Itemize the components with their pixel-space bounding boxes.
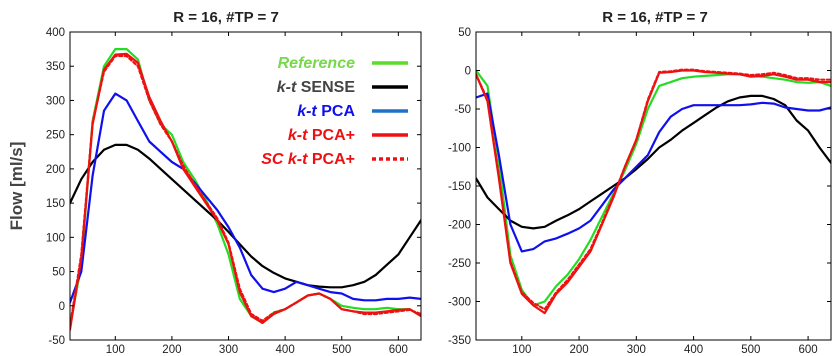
series-line-k-t-sense <box>476 94 831 230</box>
y-tick-label: -300 <box>448 297 471 309</box>
legend: Reference k-t SENSE k-t PCA k-t PCA+ SC k-t … <box>261 55 408 168</box>
x-tick-label: 600 <box>799 344 818 356</box>
x-tick-label: 300 <box>627 344 646 356</box>
series-line-sc-k-t-pca- <box>70 54 421 328</box>
y-tick-label: 0 <box>59 301 65 313</box>
y-tick-label: -200 <box>448 220 471 232</box>
series-line-k-t-sense <box>70 143 421 289</box>
series-line-k-t-pca <box>476 92 831 253</box>
legend-label: Reference <box>278 55 355 72</box>
y-tick-label: 50 <box>458 27 471 39</box>
left-panel: R = 16, #TP = 7 100 200 300 400 500 600 -50 0 50… <box>46 9 422 356</box>
y-tick-label: -100 <box>448 143 471 155</box>
legend-label: SC k-t PCA+ <box>261 151 355 168</box>
x-tick-label: 300 <box>219 344 238 356</box>
series-line-sc-k-t-pca- <box>476 68 831 311</box>
right-panel-title: R = 16, #TP = 7 <box>602 9 708 26</box>
y-tick-label: 100 <box>46 232 65 244</box>
x-tick-label: 400 <box>684 344 703 356</box>
series-line-k-t-pca <box>70 92 421 304</box>
x-tick-label: 400 <box>276 344 295 356</box>
series-line-reference <box>70 48 421 328</box>
y-tick-label: 200 <box>46 164 65 176</box>
y-tick-label: -50 <box>454 104 471 116</box>
y-tick-label: 400 <box>46 27 65 39</box>
x-tick-label: 500 <box>332 344 351 356</box>
y-tick-label: 50 <box>52 267 65 279</box>
y-axis-label: Flow [ml/s] <box>7 142 26 231</box>
series-line-k-t-pca- <box>476 69 831 315</box>
y-tick-label: -250 <box>448 258 471 270</box>
right-panel: R = 16, #TP = 7 100 200 300 400 500 600-350-3… <box>448 9 832 356</box>
x-tick-label: 100 <box>106 344 125 356</box>
x-tick-label: 100 <box>512 344 531 356</box>
x-tick-label: 200 <box>162 344 181 356</box>
y-tick-label: -150 <box>448 181 471 193</box>
plot-frame <box>69 31 422 341</box>
legend-label: k-t SENSE <box>277 79 356 96</box>
legend-label: k-t PCA <box>297 103 355 120</box>
series-line-k-t-pca- <box>70 52 421 331</box>
y-tick-label: 300 <box>46 95 65 107</box>
x-tick-label: 600 <box>389 344 408 356</box>
y-tick-label: 0 <box>465 66 471 78</box>
y-tick-label: 350 <box>46 61 65 73</box>
left-panel-title: R = 16, #TP = 7 <box>173 9 279 26</box>
y-tick-label: -350 <box>448 335 471 347</box>
y-tick-label: 250 <box>46 130 65 142</box>
x-tick-label: 200 <box>569 344 588 356</box>
x-tick-label: 500 <box>741 344 760 356</box>
y-tick-label: -50 <box>48 335 65 347</box>
legend-label: k-t PCA+ <box>288 127 355 144</box>
y-tick-label: 150 <box>46 198 65 210</box>
